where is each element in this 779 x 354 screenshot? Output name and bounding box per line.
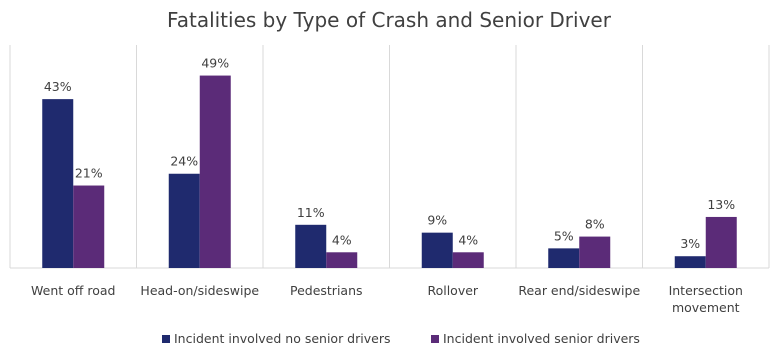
category-labels: Went off road Head-on/sideswipe Pedestrian… bbox=[31, 283, 743, 315]
data-label-rollover-no-senior: 9% bbox=[427, 213, 447, 228]
category-label-pedestrians: Pedestrians bbox=[290, 283, 363, 298]
category-label-intersection-movement: Intersection movement bbox=[669, 283, 743, 315]
bar-intersection-movement-no-senior bbox=[674, 256, 706, 268]
data-label-went-off-road-senior: 21% bbox=[75, 166, 103, 181]
category-dividers bbox=[9, 45, 770, 268]
chart-title: Fatalities by Type of Crash and Senior D… bbox=[167, 8, 612, 32]
category-label-rollover: Rollover bbox=[427, 283, 478, 298]
legend: Incident involved no senior drivers Inci… bbox=[162, 331, 640, 346]
bar-intersection-movement-senior bbox=[705, 216, 737, 268]
category-label-went-off-road: Went off road bbox=[31, 283, 115, 298]
bar-went-off-road-no-senior bbox=[42, 99, 74, 268]
data-label-head-on-sideswipe-senior: 49% bbox=[201, 56, 229, 71]
legend-swatch-senior bbox=[431, 335, 439, 343]
category-label-rear-end-sideswipe: Rear end/sideswipe bbox=[518, 283, 640, 298]
data-label-rear-end-sideswipe-no-senior: 5% bbox=[554, 228, 574, 243]
data-label-pedestrians-no-senior: 11% bbox=[297, 205, 325, 220]
bar-rear-end-sideswipe-senior bbox=[579, 236, 611, 268]
data-label-intersection-movement-senior: 13% bbox=[707, 197, 735, 212]
data-label-rollover-senior: 4% bbox=[458, 232, 478, 247]
data-label-intersection-movement-no-senior: 3% bbox=[680, 236, 700, 251]
data-label-went-off-road-no-senior: 43% bbox=[44, 79, 72, 94]
data-label-pedestrians-senior: 4% bbox=[332, 232, 352, 247]
bar-rollover-senior bbox=[452, 252, 484, 268]
bar-rollover-no-senior bbox=[421, 232, 453, 268]
data-labels: 43% 21% 24% 49% 11% 4% 9% 4% 5% 8% 3% 13% bbox=[44, 56, 735, 252]
data-label-rear-end-sideswipe-senior: 8% bbox=[585, 217, 605, 232]
category-label-head-on-sideswipe: Head-on/sideswipe bbox=[140, 283, 259, 298]
bar-head-on-sideswipe-no-senior bbox=[168, 173, 200, 268]
bar-pedestrians-no-senior bbox=[295, 224, 327, 268]
legend-label-no-senior: Incident involved no senior drivers bbox=[174, 331, 390, 346]
bar-head-on-sideswipe-senior bbox=[199, 75, 231, 269]
bar-rear-end-sideswipe-no-senior bbox=[548, 248, 580, 268]
bars bbox=[42, 75, 737, 269]
legend-label-senior: Incident involved senior drivers bbox=[443, 331, 640, 346]
legend-swatch-no-senior bbox=[162, 335, 170, 343]
bar-pedestrians-senior bbox=[326, 252, 358, 268]
bar-went-off-road-senior bbox=[73, 185, 105, 268]
data-label-head-on-sideswipe-no-senior: 24% bbox=[170, 154, 198, 169]
